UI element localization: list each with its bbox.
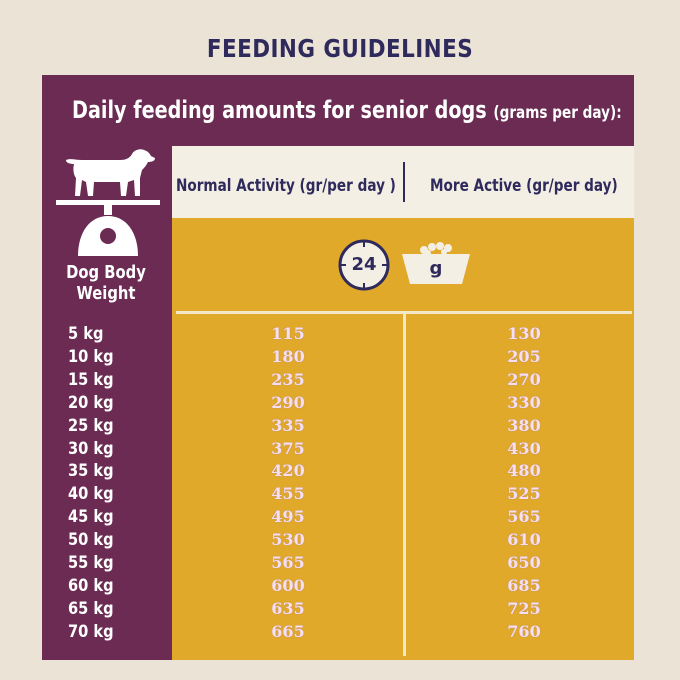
column-header-active: More Active (gr/per day): [430, 176, 618, 196]
table-row: 40 kg 455 525: [0, 484, 680, 507]
clock-icon: 24: [337, 238, 391, 292]
weight-label-line2: Weight: [76, 283, 136, 304]
header-divider-line: [176, 311, 632, 314]
weight-cell: 25 kg: [68, 415, 114, 436]
table-row: 30 kg 375 430: [0, 439, 680, 462]
table-row: 10 kg 180 205: [0, 347, 680, 370]
more-active-cell: 380: [507, 415, 541, 435]
table-row: 20 kg 290 330: [0, 393, 680, 416]
weight-cell: 35 kg: [68, 461, 114, 482]
normal-activity-cell: 565: [271, 553, 305, 572]
weight-cell: 45 kg: [68, 507, 114, 528]
normal-activity-cell: 530: [271, 530, 305, 550]
table-row: 25 kg 335 380: [0, 416, 680, 439]
weight-cell: 5 kg: [68, 324, 104, 344]
normal-activity-cell: 665: [271, 621, 305, 641]
table-row: 60 kg 600 685: [0, 576, 680, 599]
more-active-cell: 205: [507, 346, 541, 366]
normal-activity-cell: 290: [271, 392, 305, 412]
table-subtitle: Daily feeding amounts for senior dogs (g…: [72, 96, 622, 124]
normal-activity-cell: 455: [271, 484, 305, 504]
weight-label-line1: Dog Body: [66, 262, 146, 283]
table-row: 35 kg 420 480: [0, 461, 680, 484]
weight-cell: 70 kg: [68, 621, 114, 642]
more-active-cell: 130: [507, 324, 541, 343]
normal-activity-cell: 495: [271, 507, 305, 527]
weight-cell: 65 kg: [68, 598, 114, 619]
weight-cell: 15 kg: [68, 369, 114, 390]
column-header-normal: Normal Activity (gr/per day ): [176, 176, 396, 196]
table-row: 65 kg 635 725: [0, 599, 680, 622]
more-active-cell: 565: [507, 507, 541, 527]
bowl-icon: g: [398, 238, 474, 288]
column-header-divider: [403, 162, 405, 202]
table-row: 50 kg 530 610: [0, 530, 680, 553]
weight-cell: 50 kg: [68, 530, 114, 551]
weight-cell: 30 kg: [68, 438, 114, 459]
subtitle-main: Daily feeding amounts for senior dogs: [72, 96, 487, 124]
normal-activity-cell: 180: [271, 346, 305, 366]
table-row: 45 kg 495 565: [0, 507, 680, 530]
dog-icon: [60, 148, 156, 200]
normal-activity-cell: 375: [271, 438, 305, 458]
normal-activity-cell: 420: [271, 461, 305, 481]
normal-activity-cell: 235: [271, 369, 305, 389]
more-active-cell: 525: [507, 484, 541, 504]
more-active-cell: 480: [507, 461, 541, 481]
more-active-cell: 685: [507, 575, 541, 595]
dog-body-weight-label: Dog Body Weight: [60, 262, 152, 304]
column-divider-line: [403, 314, 406, 656]
table-row: 55 kg 565 650: [0, 553, 680, 576]
more-active-cell: 725: [507, 598, 541, 618]
more-active-cell: 760: [507, 621, 541, 641]
normal-activity-cell: 115: [271, 324, 305, 343]
weight-cell: 10 kg: [68, 346, 114, 367]
more-active-cell: 610: [507, 530, 541, 550]
more-active-cell: 270: [507, 369, 541, 389]
more-active-cell: 430: [507, 438, 541, 458]
table-row: 70 kg 665 760: [0, 622, 680, 645]
table-row: 15 kg 235 270: [0, 370, 680, 393]
subtitle-unit: (grams per day):: [493, 103, 622, 123]
weight-cell: 40 kg: [68, 484, 114, 505]
page-title: FEEDING GUIDELINES: [206, 34, 474, 63]
normal-activity-cell: 600: [271, 575, 305, 595]
weight-cell: 20 kg: [68, 392, 114, 413]
normal-activity-cell: 335: [271, 415, 305, 435]
normal-activity-cell: 635: [271, 598, 305, 618]
more-active-cell: 330: [507, 392, 541, 412]
clock-value: 24: [351, 254, 377, 275]
weight-cell: 60 kg: [68, 575, 114, 596]
weight-cell: 55 kg: [68, 553, 114, 573]
scale-icon: [56, 198, 160, 260]
more-active-cell: 650: [507, 553, 541, 572]
bowl-unit: g: [429, 258, 443, 279]
table-row: 5 kg 115 130: [0, 324, 680, 347]
